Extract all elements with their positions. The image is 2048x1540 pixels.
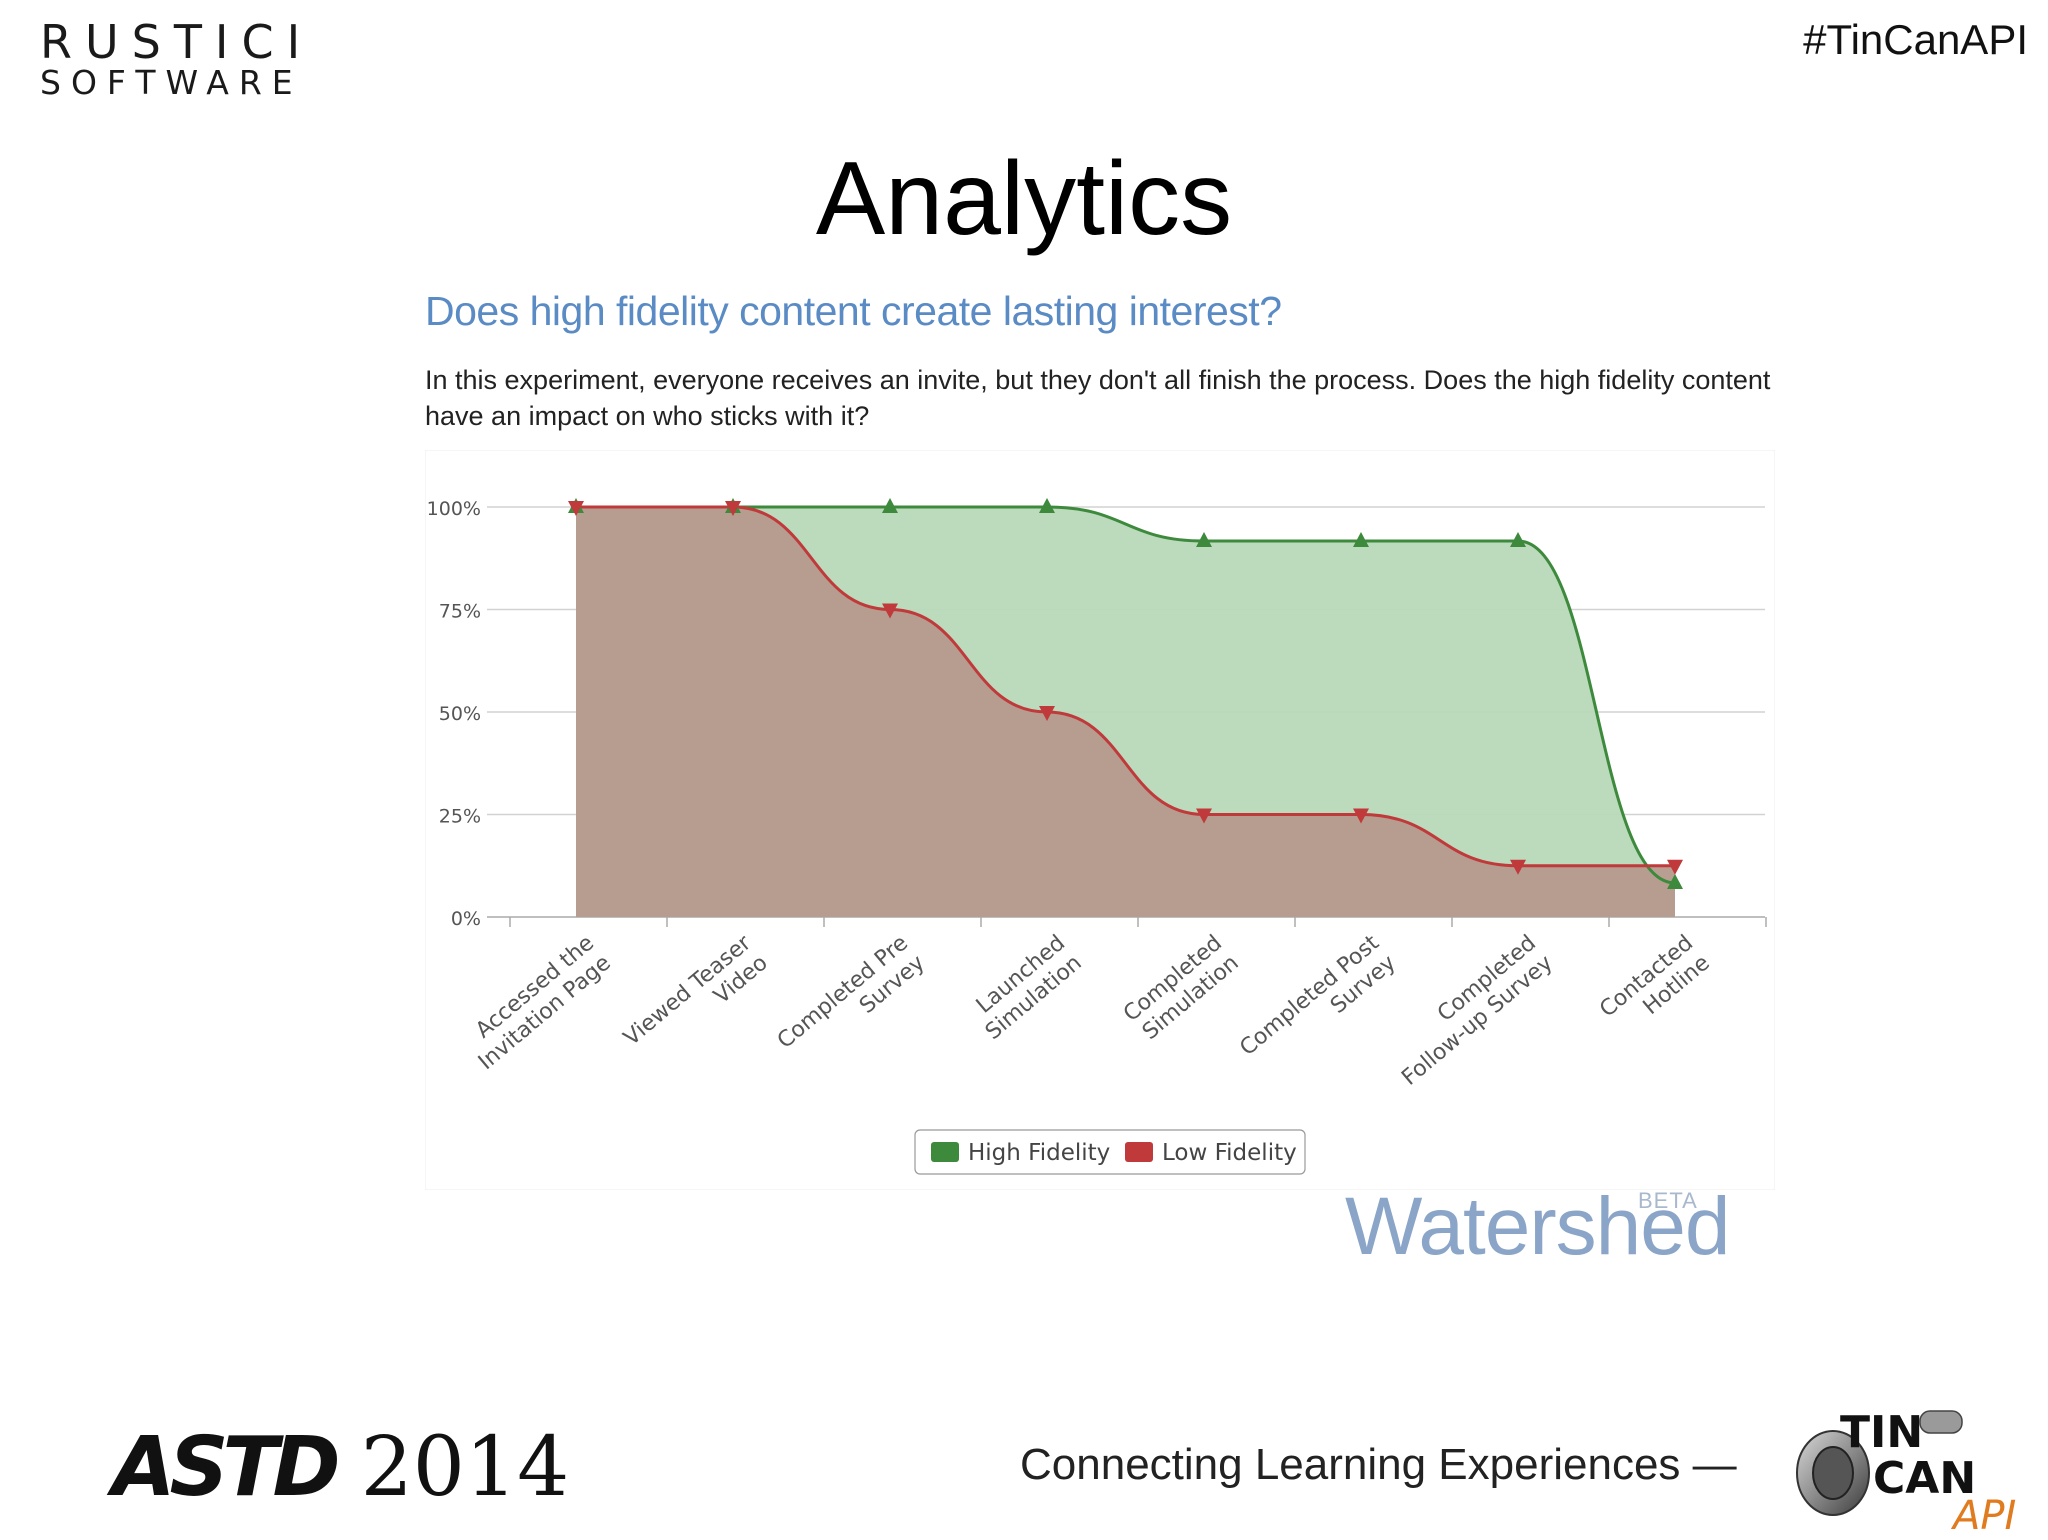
rustici-logo: RUSTICI SOFTWARE (40, 18, 320, 100)
y-tick-label: 75% (439, 601, 481, 623)
series-line-high-fidelity (576, 505, 1676, 885)
point-high-fidelity[interactable] (1667, 873, 1683, 889)
point-low-fidelity[interactable] (1039, 706, 1055, 721)
astd-logo: ASTD 2014 (112, 1420, 569, 1515)
hashtag: #TinCanAPI (1803, 16, 2028, 63)
chart-description: In this experiment, everyone receives an… (425, 365, 1771, 431)
astd-prefix: ASTD (112, 1420, 341, 1515)
watershed-logo: Watershed (1345, 1180, 1765, 1280)
tincan-graphic: TIN CAN API (1796, 1407, 2016, 1539)
legend-label-high[interactable]: High Fidelity (968, 1140, 1110, 1166)
slide-title: Analytics (815, 141, 1233, 257)
point-low-fidelity[interactable] (1196, 808, 1212, 824)
point-low-fidelity[interactable] (1510, 859, 1526, 875)
watershed-wordmark: Watershed (1345, 1181, 1730, 1272)
tincan-logo: TIN CAN API (1785, 1405, 2035, 1539)
y-tick-label: 25% (439, 806, 481, 828)
y-tick-label: 0% (451, 908, 481, 930)
series-area-low-fidelity (576, 507, 1675, 917)
legend-swatch-low[interactable] (1125, 1142, 1153, 1162)
point-high-fidelity[interactable] (1039, 498, 1055, 513)
tagline: Connecting Learning Experiences — (1020, 1440, 1737, 1489)
point-low-fidelity[interactable] (1667, 859, 1683, 875)
logo-line1: RUSTICI (40, 15, 314, 69)
point-low-fidelity[interactable] (882, 603, 898, 619)
tin-can-icon (1796, 1410, 1963, 1516)
watershed-beta-tag: BETA (1638, 1188, 1698, 1213)
tincan-can-text: CAN (1873, 1453, 1976, 1504)
point-low-fidelity[interactable] (568, 501, 584, 516)
legend-box (914, 1129, 1306, 1175)
chart-heading: Does high fidelity content create lastin… (425, 288, 1282, 334)
astd-year: 2014 (360, 1420, 570, 1515)
point-high-fidelity[interactable] (1196, 532, 1212, 548)
point-low-fidelity[interactable] (725, 501, 741, 516)
point-high-fidelity[interactable] (882, 498, 898, 513)
point-low-fidelity[interactable] (1353, 808, 1369, 824)
legend-label-low[interactable]: Low Fidelity (1162, 1140, 1297, 1166)
point-high-fidelity[interactable] (1353, 532, 1369, 548)
y-tick-label: 100% (427, 498, 481, 520)
point-high-fidelity[interactable] (1510, 532, 1526, 548)
series-line-low-fidelity (576, 505, 1675, 868)
y-tick-label: 50% (439, 703, 481, 725)
tincan-api-text: API (1950, 1493, 2016, 1535)
chart-legend: High Fidelity Low Fidelity (914, 1129, 1306, 1175)
legend-swatch-high[interactable] (931, 1142, 959, 1162)
tincan-tin-text: TIN (1840, 1407, 1923, 1458)
funnel-chart: 0% 25% 50% 75% 100% Accessed the Invitation Pa… (425, 450, 1775, 1190)
logo-line2: SOFTWARE (40, 63, 303, 102)
